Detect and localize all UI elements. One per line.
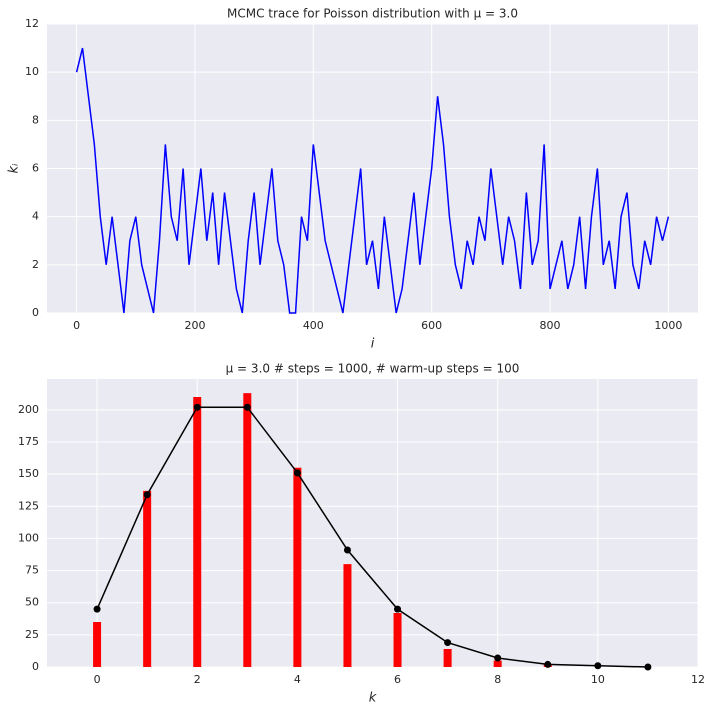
chart-title: MCMC trace for Poisson distribution with… <box>227 7 518 21</box>
y-tick-label: 25 <box>25 628 39 641</box>
x-tick-label: 1000 <box>654 319 682 332</box>
data-point <box>243 403 251 411</box>
y-tick-label: 0 <box>32 306 39 319</box>
data-point <box>644 663 652 671</box>
x-axis-label: i <box>371 337 375 352</box>
data-point <box>444 639 452 647</box>
plot-area <box>47 379 698 667</box>
bar <box>293 467 302 667</box>
y-tick-label: 150 <box>18 467 39 480</box>
data-point <box>143 491 151 499</box>
bar <box>143 490 152 667</box>
x-tick-label: 0 <box>94 673 101 686</box>
x-tick-label: 800 <box>540 319 561 332</box>
y-tick-label: 4 <box>32 210 39 223</box>
bar <box>93 622 102 667</box>
chart-title: μ = 3.0 # steps = 1000, # warm-up steps … <box>226 362 520 376</box>
data-point <box>394 605 402 613</box>
data-point <box>93 605 101 613</box>
y-tick-label: 2 <box>32 258 39 271</box>
x-tick-label: 600 <box>421 319 442 332</box>
data-point <box>343 546 351 554</box>
y-tick-label: 200 <box>18 403 39 416</box>
x-tick-label: 4 <box>294 673 301 686</box>
y-tick-label: 10 <box>25 65 39 78</box>
x-axis-label: k <box>369 691 377 706</box>
y-tick-label: 12 <box>25 17 39 30</box>
x-tick-label: 0 <box>73 319 80 332</box>
bar <box>193 397 202 667</box>
y-tick-label: 175 <box>18 435 39 448</box>
data-line <box>75 47 670 314</box>
data-point <box>494 654 502 662</box>
bar <box>343 564 352 667</box>
y-tick-label: 100 <box>18 531 39 544</box>
y-tick-label: 75 <box>25 564 39 577</box>
bar <box>443 649 452 667</box>
bar <box>243 393 252 667</box>
x-tick-label: 400 <box>303 319 324 332</box>
data-line <box>96 406 648 668</box>
y-tick-label: 0 <box>32 660 39 673</box>
bar <box>493 660 502 667</box>
y-tick-label: 6 <box>32 162 39 175</box>
x-tick-label: 200 <box>184 319 205 332</box>
y-tick-label: 50 <box>25 596 39 609</box>
y-tick-label: 125 <box>18 499 39 512</box>
x-tick-label: 6 <box>394 673 401 686</box>
y-tick-label: 8 <box>32 113 39 126</box>
x-tick-label: 2 <box>194 673 201 686</box>
data-point <box>293 469 301 477</box>
data-point <box>193 403 201 411</box>
data-point <box>544 660 552 668</box>
x-tick-label: 12 <box>691 673 705 686</box>
data-point <box>594 662 602 670</box>
x-tick-label: 10 <box>591 673 605 686</box>
bar <box>393 613 402 667</box>
y-axis-label: kᵢ <box>7 163 22 174</box>
x-tick-label: 8 <box>494 673 501 686</box>
